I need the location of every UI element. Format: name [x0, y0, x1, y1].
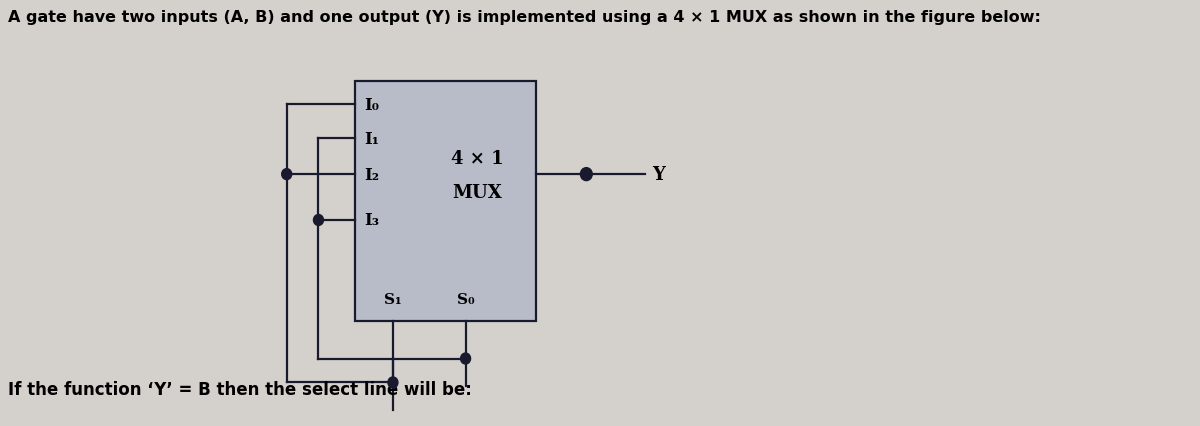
- Text: A gate have two inputs (A, B) and one output (Y) is implemented using a 4 × 1 MU: A gate have two inputs (A, B) and one ou…: [8, 10, 1040, 25]
- Text: If the function ‘Y’ = B then the select line will be:: If the function ‘Y’ = B then the select …: [8, 380, 472, 398]
- Text: I₂: I₂: [364, 166, 379, 183]
- Circle shape: [581, 168, 593, 181]
- Text: S₀: S₀: [457, 292, 474, 306]
- Circle shape: [388, 377, 398, 388]
- Circle shape: [313, 215, 324, 226]
- Text: I₀: I₀: [364, 97, 379, 114]
- Circle shape: [282, 169, 292, 180]
- Text: I₁: I₁: [364, 130, 379, 147]
- Circle shape: [461, 353, 470, 364]
- Text: I₃: I₃: [364, 212, 379, 229]
- Bar: [355, 82, 536, 321]
- Text: MUX: MUX: [452, 184, 503, 201]
- Text: 4 × 1: 4 × 1: [451, 150, 504, 168]
- Text: S₁: S₁: [384, 292, 402, 306]
- Text: Y: Y: [652, 166, 665, 184]
